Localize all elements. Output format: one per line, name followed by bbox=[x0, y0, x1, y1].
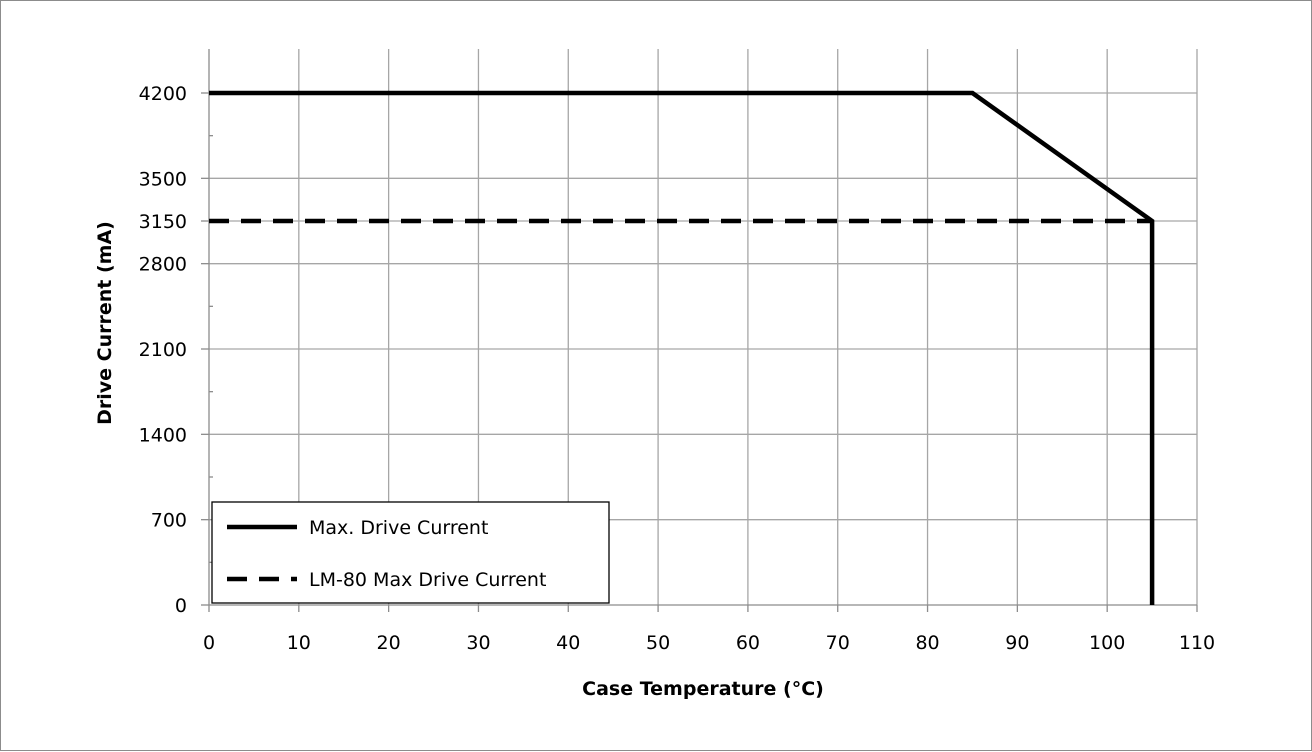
y-tick-label: 3150 bbox=[139, 211, 187, 233]
tick-labels: 0 10 20 30 40 50 60 70 80 90 100 110 0 700 1400 2100 280… bbox=[139, 83, 1215, 654]
y-tick-label: 700 bbox=[151, 510, 187, 532]
x-tick-label: 110 bbox=[1179, 632, 1215, 654]
x-tick-label: 50 bbox=[646, 632, 670, 654]
x-tick-label: 70 bbox=[826, 632, 850, 654]
y-tick-label: 1400 bbox=[139, 424, 187, 446]
x-tick-label: 100 bbox=[1089, 632, 1125, 654]
series-lines bbox=[209, 90, 1155, 605]
series-line-max-drive-current bbox=[209, 90, 1155, 605]
x-axis-title: Case Temperature (°C) bbox=[582, 678, 824, 700]
x-tick-label: 60 bbox=[736, 632, 760, 654]
x-tick-label: 10 bbox=[287, 632, 311, 654]
y-axis-title: Drive Current (mA) bbox=[94, 221, 116, 425]
y-tick-label: 2100 bbox=[139, 339, 187, 361]
x-tick-label: 90 bbox=[1005, 632, 1029, 654]
legend-box bbox=[211, 501, 610, 604]
y-tick-label: 3500 bbox=[139, 168, 187, 190]
y-tick-label: 4200 bbox=[139, 83, 187, 105]
x-tick-label: 0 bbox=[203, 632, 215, 654]
x-tick-label: 20 bbox=[377, 632, 401, 654]
legend-label-lm80-max-drive-current: LM-80 Max Drive Current bbox=[309, 569, 546, 591]
x-tick-label: 30 bbox=[466, 632, 490, 654]
y-tick-label: 2800 bbox=[139, 254, 187, 276]
legend-label-max-drive-current: Max. Drive Current bbox=[309, 517, 488, 539]
x-tick-label: 80 bbox=[915, 632, 939, 654]
legend: Max. Drive Current LM-80 Max Drive Curre… bbox=[211, 501, 610, 604]
axes bbox=[201, 49, 1198, 612]
x-tick-label: 40 bbox=[556, 632, 580, 654]
y-tick-label: 0 bbox=[175, 595, 187, 617]
